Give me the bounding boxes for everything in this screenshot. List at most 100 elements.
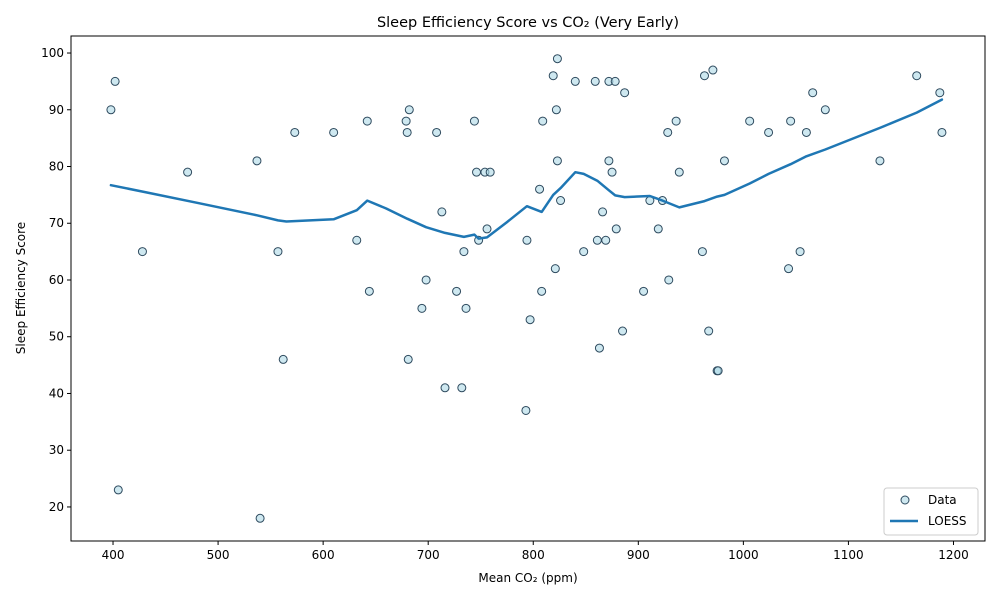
data-point <box>745 116 755 126</box>
data-point <box>671 116 681 126</box>
y-tick-label: 50 <box>49 330 64 344</box>
x-tick-label: 800 <box>522 548 545 562</box>
data-point <box>912 71 922 81</box>
data-point <box>106 105 116 115</box>
data-point <box>552 156 562 166</box>
data-point <box>713 366 723 376</box>
x-tick-label: 900 <box>627 548 650 562</box>
x-tick-label: 400 <box>102 548 125 562</box>
legend-loess-label: LOESS <box>928 514 967 528</box>
data-point <box>329 127 339 137</box>
data-point <box>352 235 362 245</box>
data-point <box>719 156 729 166</box>
x-tick-label: 600 <box>312 548 335 562</box>
data-point <box>620 88 630 98</box>
data-point <box>551 105 561 115</box>
x-axis: 400 500 600 700 800 900 1000 1100 1200 <box>102 541 969 562</box>
data-point <box>801 127 811 137</box>
data-point <box>808 88 818 98</box>
data-point <box>252 156 262 166</box>
x-tick-label: 1200 <box>938 548 969 562</box>
data-point <box>764 127 774 137</box>
data-point <box>364 286 374 296</box>
data-point <box>570 76 580 86</box>
data-point <box>784 264 794 274</box>
data-point <box>607 167 617 177</box>
data-point <box>183 167 193 177</box>
data-point <box>432 127 442 137</box>
data-point <box>556 196 566 206</box>
data-point <box>522 235 532 245</box>
data-point <box>592 235 602 245</box>
y-tick-label: 90 <box>49 103 64 117</box>
data-point <box>362 116 372 126</box>
data-point <box>795 247 805 257</box>
legend-data-label: Data <box>928 493 957 507</box>
data-point <box>417 303 427 313</box>
data-point <box>937 127 947 137</box>
data-point <box>273 247 283 257</box>
data-point <box>459 247 469 257</box>
data-point <box>110 76 120 86</box>
scatter-points <box>106 54 947 523</box>
data-point <box>472 167 482 177</box>
data-point <box>525 315 535 325</box>
data-point <box>255 513 265 523</box>
data-point <box>618 326 628 336</box>
y-axis-label: Sleep Efficiency Score <box>14 222 28 354</box>
data-point <box>699 71 709 81</box>
y-tick-label: 40 <box>49 386 64 400</box>
data-point <box>610 76 620 86</box>
data-point <box>485 167 495 177</box>
y-tick-label: 70 <box>49 216 64 230</box>
data-point <box>457 383 467 393</box>
legend: Data LOESS <box>883 487 979 536</box>
data-point <box>452 286 462 296</box>
data-point <box>440 383 450 393</box>
y-tick-label: 100 <box>41 46 64 60</box>
data-point <box>548 71 558 81</box>
data-point <box>697 247 707 257</box>
data-point <box>137 247 147 257</box>
data-point <box>404 105 414 115</box>
legend-data-marker <box>900 495 910 505</box>
data-point <box>604 156 614 166</box>
plot-frame <box>70 35 986 542</box>
data-point <box>482 224 492 234</box>
data-point <box>403 354 413 364</box>
data-point <box>594 343 604 353</box>
data-point <box>401 116 411 126</box>
data-point <box>461 303 471 313</box>
x-tick-label: 1100 <box>833 548 864 562</box>
data-point <box>550 264 560 274</box>
data-point <box>579 247 589 257</box>
data-point <box>590 76 600 86</box>
x-tick-label: 500 <box>207 548 230 562</box>
data-point <box>598 207 608 217</box>
data-point <box>664 275 674 285</box>
data-point <box>113 485 123 495</box>
data-point <box>674 167 684 177</box>
data-point <box>935 88 945 98</box>
data-point <box>290 127 300 137</box>
chart-title: Sleep Efficiency Score vs CO₂ (Very Earl… <box>377 15 679 31</box>
data-point <box>552 54 562 64</box>
data-point <box>611 224 621 234</box>
data-point <box>704 326 714 336</box>
data-point <box>601 235 611 245</box>
data-point <box>708 65 718 75</box>
x-tick-label: 700 <box>417 548 440 562</box>
y-tick-label: 20 <box>49 500 64 514</box>
x-axis-label: Mean CO₂ (ppm) <box>478 571 577 585</box>
data-point <box>639 286 649 296</box>
y-axis: 20 30 40 50 60 70 80 90 100 <box>41 46 71 514</box>
y-tick-label: 60 <box>49 273 64 287</box>
data-point <box>537 286 547 296</box>
data-point <box>786 116 796 126</box>
data-point <box>278 354 288 364</box>
data-point <box>663 127 673 137</box>
data-point <box>469 116 479 126</box>
data-point <box>521 405 531 415</box>
